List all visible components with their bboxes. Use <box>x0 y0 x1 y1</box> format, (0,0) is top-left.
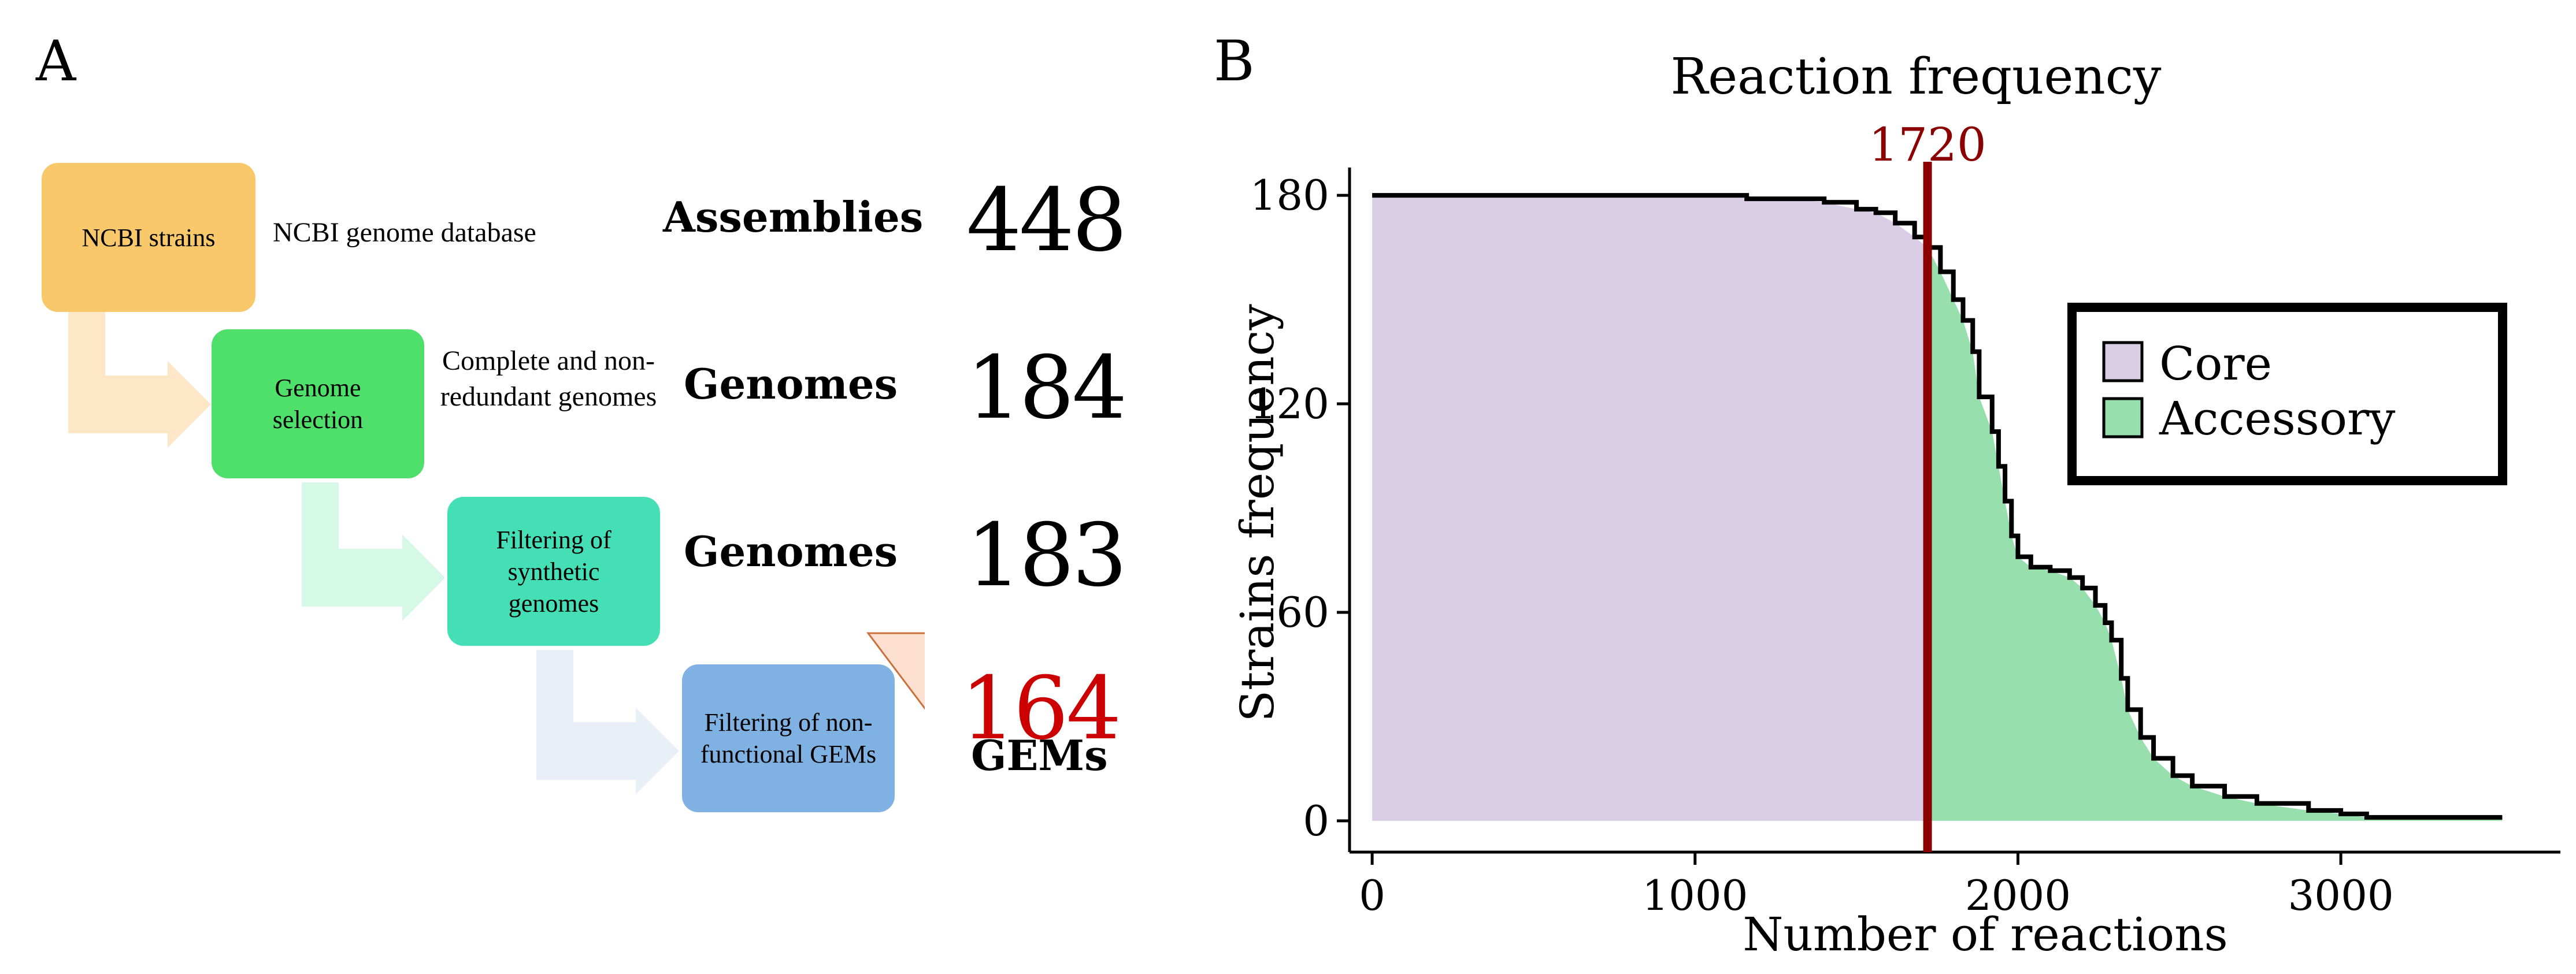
chart-title: Reaction frequency <box>1671 48 2162 106</box>
threshold-label: 1720 <box>1869 118 1986 172</box>
stage-label-genomes-1: Genomes <box>684 359 898 408</box>
x-tick-label: 2000 <box>1965 871 2071 920</box>
count-assemblies: 448 <box>966 170 1127 271</box>
x-tick-label: 3000 <box>2288 871 2393 920</box>
connector-arrow-1 <box>68 312 211 448</box>
accessory-area <box>1928 247 2503 821</box>
y-tick-label: 120 <box>1250 380 1329 428</box>
count-genomes-2: 183 <box>966 505 1127 606</box>
workflow-connectors <box>68 312 925 794</box>
box-genome-selection: Genome selection <box>212 329 424 478</box>
panel-a-letter: A <box>36 29 76 94</box>
description-ncbi: NCBI genome database <box>273 217 536 248</box>
y-tick-label: 60 <box>1276 588 1329 637</box>
stage-label-gems: GEMs <box>971 731 1108 780</box>
legend-frame <box>2067 303 2507 485</box>
box-ncbi-strains: NCBI strains <box>42 163 255 312</box>
connector-arrow-2 <box>302 482 445 621</box>
y-axis-label: Strains frequency <box>1230 304 1284 722</box>
frequency-curve <box>1372 193 2503 820</box>
y-tick-label: 180 <box>1250 171 1329 220</box>
stage-label-assemblies: Assemblies <box>663 192 924 241</box>
legend-swatch-core <box>2102 341 2144 382</box>
x-tick-label: 1000 <box>1642 871 1748 920</box>
legend: Core Accessory <box>2067 303 2507 485</box>
count-gems: 164 <box>961 659 1121 759</box>
legend-label-core: Core <box>2159 337 2272 391</box>
description-genome-selection: Complete and non-redundant genomes <box>440 345 657 412</box>
box-filter-synthetic: Filtering of synthetic genomes <box>447 497 660 646</box>
panel-b-letter: B <box>1214 29 1255 94</box>
legend-label-accessory: Accessory <box>2159 392 2395 445</box>
stage-label-genomes-2: Genomes <box>684 527 898 576</box>
x-axis-label: Number of reactions <box>1743 908 2227 961</box>
y-tick-label: 0 <box>1303 797 1329 845</box>
box-filter-nonfunctional: Filtering of non-functional GEMs <box>682 664 895 812</box>
connector-arrow-3 <box>536 650 679 794</box>
core-area <box>1372 195 1928 821</box>
x-tick-label: 0 <box>1359 871 1385 920</box>
funnel-arrow <box>866 632 925 710</box>
legend-swatch-accessory <box>2102 397 2144 438</box>
count-genomes-1: 184 <box>966 338 1127 438</box>
